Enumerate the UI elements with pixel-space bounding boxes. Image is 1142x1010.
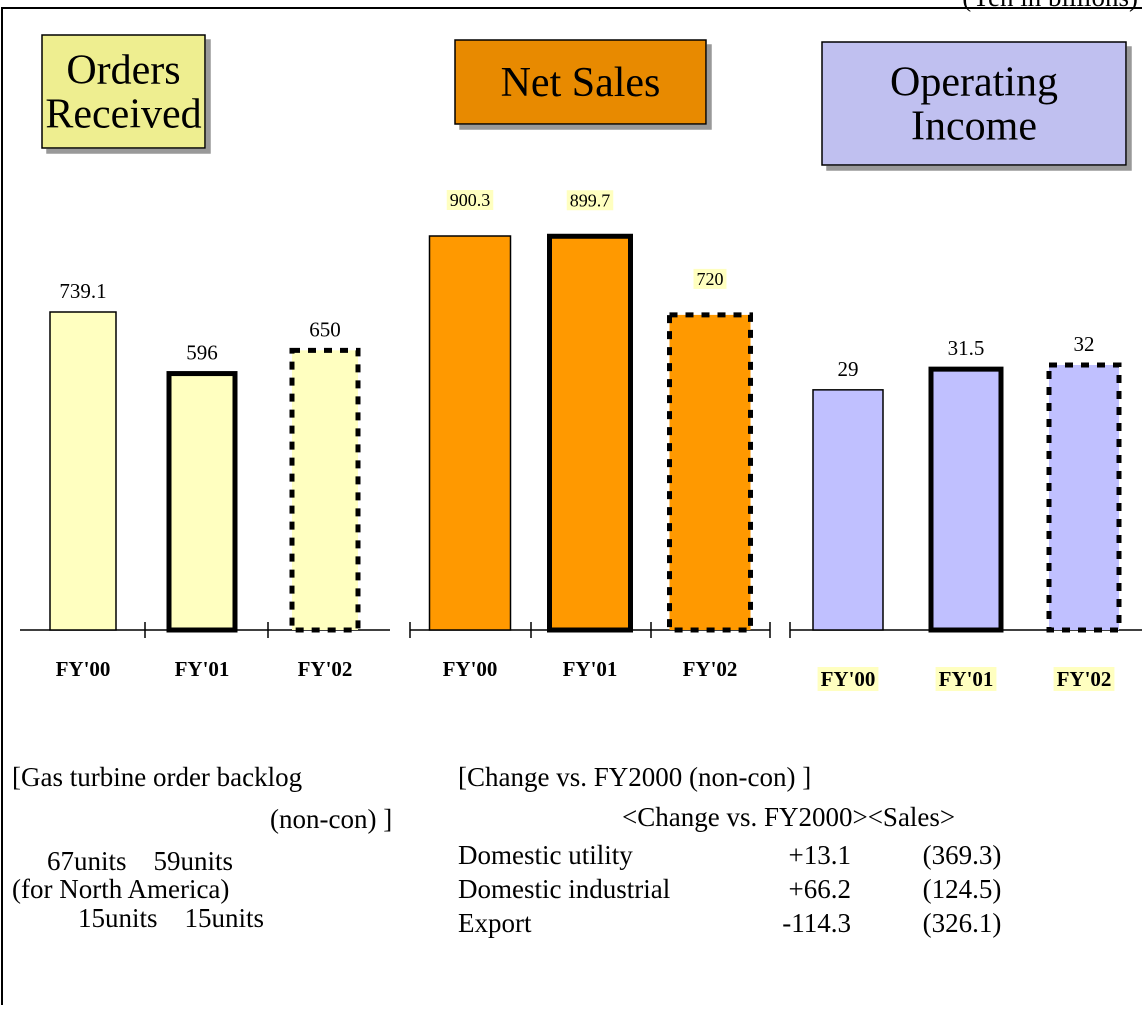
chart-title: Operating — [890, 60, 1058, 106]
label-highlight — [1053, 667, 1115, 691]
category-label: FY'00 — [821, 667, 876, 691]
category-label: FY'00 — [443, 657, 498, 681]
chart-title: Net Sales — [501, 60, 661, 106]
value-label: 29 — [838, 357, 859, 381]
backlog-line: 67units 59units — [47, 846, 233, 876]
row-change: +13.1 — [789, 840, 851, 870]
row-name: Domestic utility — [458, 840, 633, 870]
row-change: +66.2 — [789, 874, 851, 904]
label-highlight — [693, 268, 727, 289]
chart-title: Orders — [66, 48, 180, 94]
row-name: Domestic industrial — [458, 874, 670, 904]
category-label: FY'01 — [175, 657, 230, 681]
bar — [289, 347, 361, 633]
bar — [928, 366, 1004, 633]
backlog-title2: (non-con) ] — [270, 804, 392, 834]
chart-title: Income — [911, 104, 1037, 150]
bar — [812, 389, 884, 631]
value-label: 650 — [309, 317, 341, 341]
bar — [49, 311, 117, 631]
backlog-title: [Gas turbine order backlog — [12, 762, 302, 792]
bar — [428, 235, 512, 631]
category-label: FY'00 — [56, 657, 111, 681]
category-label: FY'01 — [563, 657, 618, 681]
title-box — [41, 34, 206, 149]
value-label: 739.1 — [59, 279, 106, 303]
row-change: -114.3 — [782, 908, 851, 938]
backlog-line: 15units 15units — [78, 903, 264, 933]
bar — [166, 371, 238, 633]
change-title: [Change vs. FY2000 (non-con) ] — [458, 762, 811, 792]
value-label: 31.5 — [948, 336, 985, 360]
row-name: Export — [458, 908, 532, 938]
title-box — [454, 39, 707, 125]
value-label: 596 — [186, 341, 218, 365]
row-sales: (369.3) — [923, 840, 1002, 870]
category-label: FY'02 — [1057, 667, 1112, 691]
bar — [547, 233, 633, 633]
category-label: FY'02 — [298, 657, 353, 681]
value-label: 900.3 — [450, 190, 491, 210]
row-sales: (326.1) — [923, 908, 1002, 938]
title-box — [821, 41, 1127, 166]
frame — [1, 7, 1142, 1005]
label-highlight — [935, 667, 997, 691]
category-label: FY'02 — [683, 657, 738, 681]
change-header: <Change vs. FY2000><Sales> — [622, 802, 955, 832]
chart-title: Received — [45, 92, 201, 138]
label-highlight — [817, 667, 879, 691]
unit-label: (Yen in billions) — [962, 0, 1138, 12]
row-sales: (124.5) — [923, 874, 1002, 904]
value-label: 720 — [697, 269, 724, 289]
category-label: FY'01 — [939, 667, 994, 691]
bar — [1046, 362, 1122, 633]
value-label: 899.7 — [570, 190, 611, 210]
label-highlight — [566, 190, 614, 211]
backlog-line: (for North America) — [12, 874, 229, 904]
bar — [667, 312, 753, 633]
value-label: 32 — [1074, 332, 1095, 356]
label-highlight — [446, 190, 494, 210]
